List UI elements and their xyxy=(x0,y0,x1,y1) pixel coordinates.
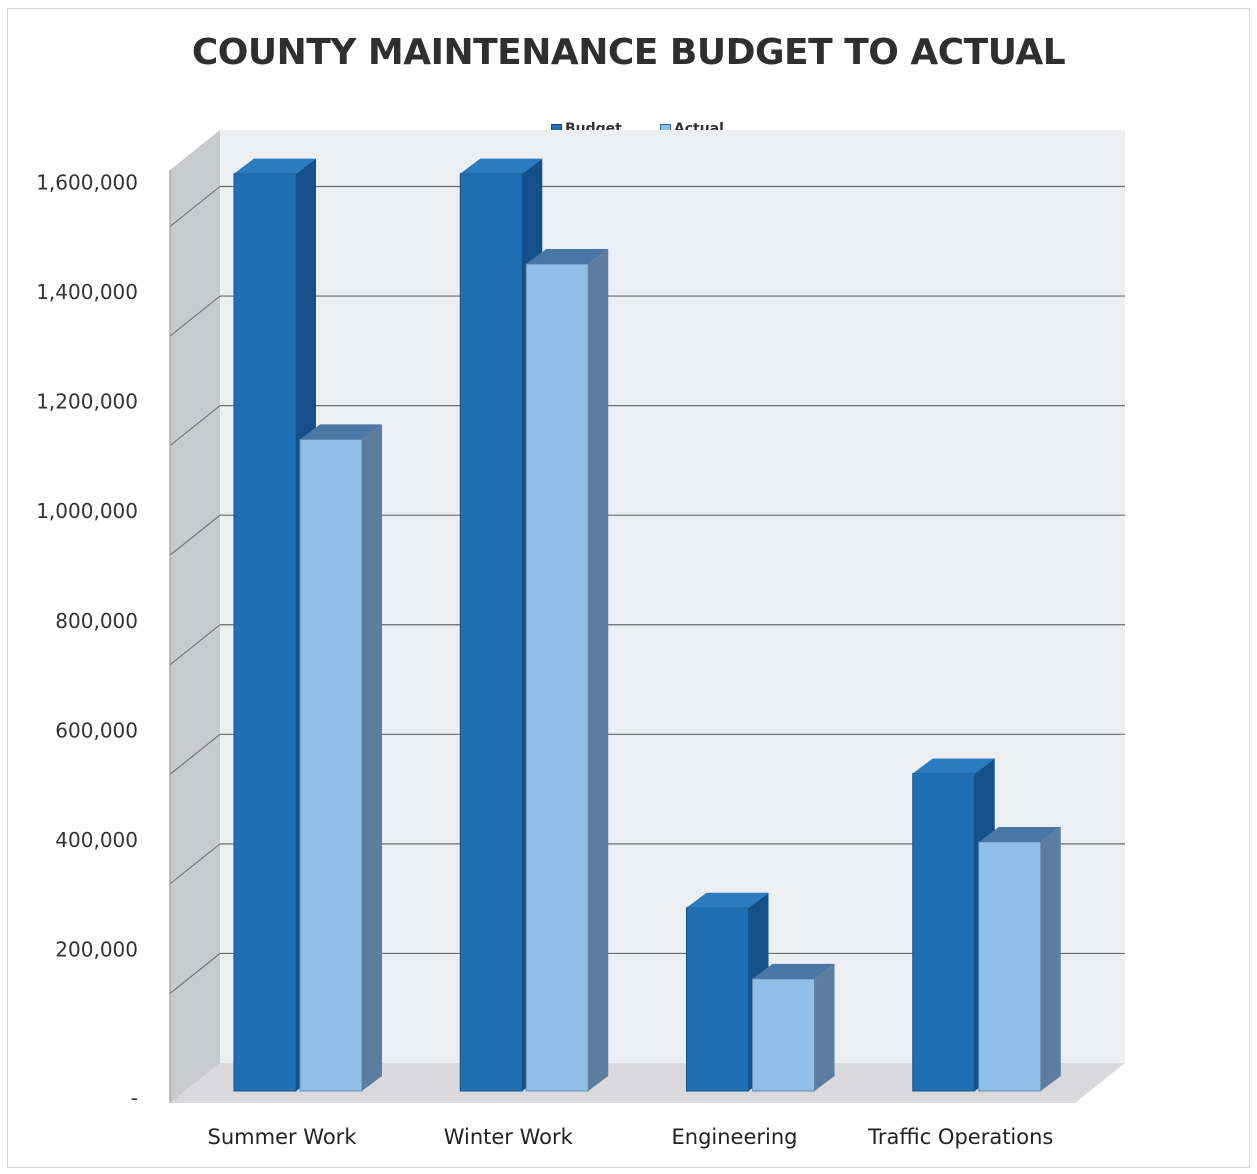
y-tick-label: 200,000 xyxy=(55,937,138,961)
y-tick-label: 800,000 xyxy=(55,609,138,633)
bar-top-budget-1 xyxy=(460,158,543,174)
gridline-side xyxy=(169,733,221,775)
gridline-side xyxy=(169,405,221,447)
bar-actual-2 xyxy=(752,978,815,1092)
gridline-side xyxy=(169,843,221,885)
bar-top-actual-3 xyxy=(978,826,1061,842)
y-tick-label: 1,600,000 xyxy=(36,171,138,195)
bar-actual-1 xyxy=(525,263,589,1092)
bar-side-actual-2 xyxy=(814,963,835,1091)
y-tick-label: 1,400,000 xyxy=(36,280,138,304)
bar-budget-2 xyxy=(686,907,749,1092)
bar-top-actual-0 xyxy=(300,424,382,440)
bar-budget-0 xyxy=(233,173,297,1092)
bar-top-budget-0 xyxy=(234,158,316,174)
floor xyxy=(170,1063,1125,1103)
x-tick-label: Winter Work xyxy=(444,1125,574,1149)
bar-top-budget-2 xyxy=(686,892,769,908)
y-tick-label: 400,000 xyxy=(55,828,138,852)
chart-title: COUNTY MAINTENANCE BUDGET TO ACTUAL xyxy=(191,32,1066,73)
y-tick-label: 1,000,000 xyxy=(36,499,138,523)
bar-actual-0 xyxy=(299,438,363,1092)
gridline-side xyxy=(169,953,221,994)
y-tick-label: - xyxy=(131,1086,138,1110)
bar-top-budget-3 xyxy=(912,758,995,774)
gridline-side xyxy=(169,514,221,556)
bar-actual-3 xyxy=(978,841,1042,1092)
gridline-side xyxy=(169,186,221,227)
y-tick-label: 600,000 xyxy=(55,718,138,742)
bar-side-actual-0 xyxy=(362,424,382,1092)
y-tick-label: 1,200,000 xyxy=(36,390,138,414)
bar-budget-3 xyxy=(912,772,976,1092)
x-tick-label: Summer Work xyxy=(208,1125,358,1149)
side-wall xyxy=(170,130,220,1103)
bar-budget-1 xyxy=(459,173,523,1092)
bar-top-actual-1 xyxy=(526,249,609,265)
bar-side-actual-3 xyxy=(1040,826,1061,1091)
x-tick-label: Traffic Operations xyxy=(867,1125,1053,1149)
x-tick-label: Engineering xyxy=(672,1125,798,1149)
gridline-side xyxy=(169,295,221,337)
bar-top-actual-2 xyxy=(752,963,835,979)
gridline-side xyxy=(169,624,221,666)
bar-side-actual-1 xyxy=(588,249,609,1091)
